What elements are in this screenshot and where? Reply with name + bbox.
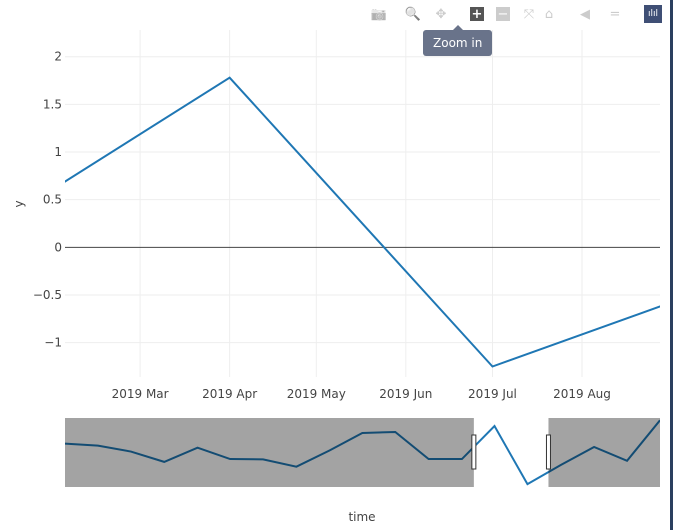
rangeslider-handle-right[interactable] [545, 434, 551, 470]
zoom-in-icon[interactable]: + [470, 6, 484, 22]
x-tick-label: 2019 Jun [379, 387, 432, 401]
data-line[interactable] [0, 49, 673, 368]
right-border [670, 0, 673, 530]
y-axis-title: y [12, 200, 26, 207]
hover-compare-icon[interactable]: = [609, 6, 621, 22]
camera-icon[interactable]: 📷 [370, 6, 388, 22]
rangeslider-mask-left[interactable] [65, 418, 474, 487]
x-tick-label: 2019 Mar [112, 387, 169, 401]
rangeslider-mask-right[interactable] [548, 418, 660, 487]
autoscale-icon[interactable]: ⤧ [523, 6, 535, 22]
modebar-tooltip: Zoom in [423, 25, 493, 56]
home-icon[interactable]: ⌂ [544, 6, 554, 22]
hover-closest-icon[interactable]: ◀ [580, 6, 590, 22]
rangeslider-handle-left[interactable] [471, 434, 477, 470]
x-axis-title: time [348, 510, 375, 524]
plotly-logo-icon[interactable]: ılıl [644, 5, 662, 23]
y-tick-label: 0 [54, 240, 62, 254]
zoom-icon[interactable]: 🔍 [404, 6, 422, 22]
x-tick-label: 2019 Apr [202, 387, 257, 401]
y-tick-label: −1 [44, 336, 62, 350]
rangeslider-bg[interactable] [65, 418, 660, 487]
y-tick-label: 0.5 [43, 193, 62, 207]
y-tick-label: 2 [54, 50, 62, 64]
y-tick-label: 1.5 [43, 97, 62, 111]
x-tick-label: 2019 May [287, 387, 346, 401]
rangeslider-line [65, 419, 660, 486]
y-tick-label: 1 [54, 145, 62, 159]
x-tick-label: 2019 Jul [468, 387, 517, 401]
x-tick-label: 2019 Aug [553, 387, 611, 401]
pan-icon[interactable]: ✥ [435, 6, 447, 22]
y-tick-label: −0.5 [33, 288, 62, 302]
zoom-out-icon[interactable]: − [496, 6, 510, 22]
